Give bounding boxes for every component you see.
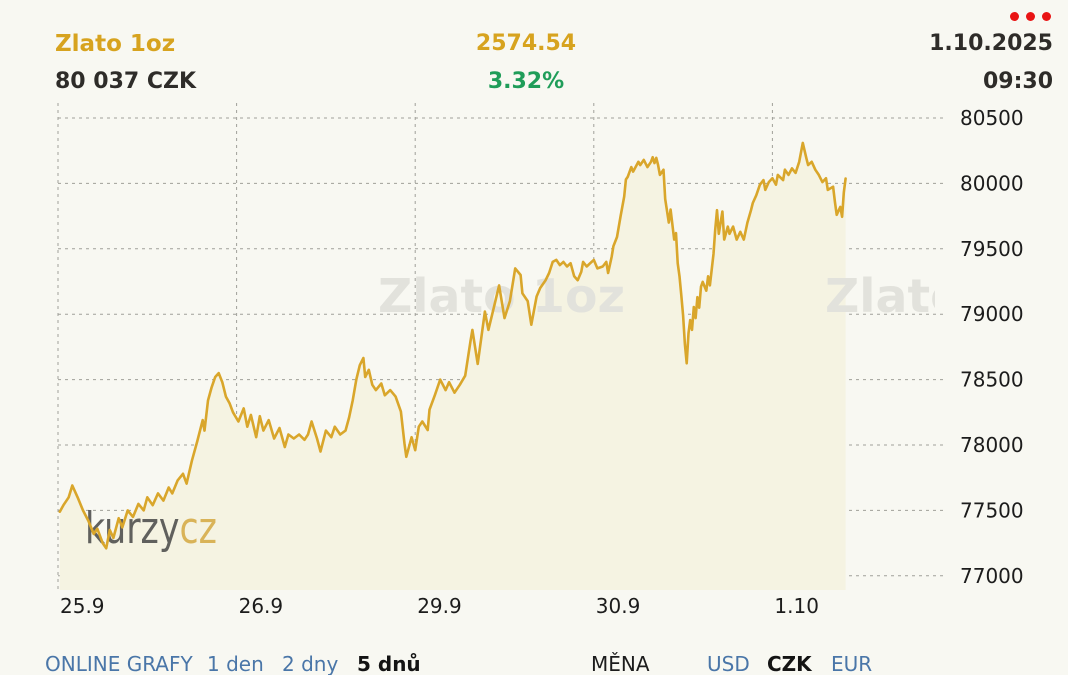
x-tick-label: 1.10 (774, 594, 819, 618)
quote-time: 09:30 (982, 69, 1053, 94)
chart-watermark: Zlato 1oz Zlato 1oz (378, 269, 1068, 323)
menu-dot (1042, 12, 1051, 21)
kurzycz-logo: kurzycz (85, 503, 217, 554)
y-tick-label: 78500 (960, 368, 1024, 392)
y-axis-labels: 80500 80000 79500 79000 78500 78000 77500 77000 (960, 106, 1024, 588)
watermark-text: Zlato 1oz (825, 269, 1068, 323)
currency-eur[interactable]: EUR (831, 652, 873, 675)
change-percent: 3.32% (487, 69, 565, 94)
price-line (58, 141, 847, 550)
y-tick-label: 78000 (960, 433, 1024, 457)
y-tick-label: 77500 (960, 498, 1024, 522)
price-usd: 2574.54 (475, 31, 577, 56)
x-tick-label: 26.9 (239, 594, 284, 618)
x-tick-label: 29.9 (417, 594, 462, 618)
range-2-dny[interactable]: 2 dny (282, 652, 339, 675)
range-5-dnu-active[interactable]: 5 dnů (357, 652, 421, 675)
menu-dots-icon[interactable] (1010, 12, 1051, 21)
y-tick-label: 80500 (960, 106, 1024, 130)
instrument-title[interactable]: Zlato 1oz (55, 31, 176, 57)
x-tick-label: 25.9 (60, 594, 105, 618)
menu-dot (1026, 12, 1035, 21)
area-fill (59, 142, 846, 590)
menu-dot (1010, 12, 1019, 21)
price-czk: 80 037 CZK (55, 69, 197, 94)
y-tick-label: 77000 (960, 564, 1024, 588)
y-tick-label: 79000 (960, 302, 1024, 326)
quote-date: 1.10.2025 (929, 31, 1053, 56)
currency-usd[interactable]: USD (707, 652, 750, 675)
range-1-den[interactable]: 1 den (207, 652, 264, 675)
x-axis-labels: 25.9 26.9 29.9 30.9 1.10 (60, 594, 819, 618)
y-tick-label: 79500 (960, 237, 1024, 261)
x-tick-label: 30.9 (596, 594, 641, 618)
online-grafy-link[interactable]: ONLINE GRAFY (45, 652, 193, 675)
chart-toolbar: ONLINE GRAFY 1 den 2 dny 5 dnů MĚNA USD … (0, 652, 1068, 675)
currency-czk-active[interactable]: CZK (767, 652, 812, 675)
y-tick-label: 80000 (960, 171, 1024, 195)
mena-label: MĚNA (591, 652, 650, 675)
